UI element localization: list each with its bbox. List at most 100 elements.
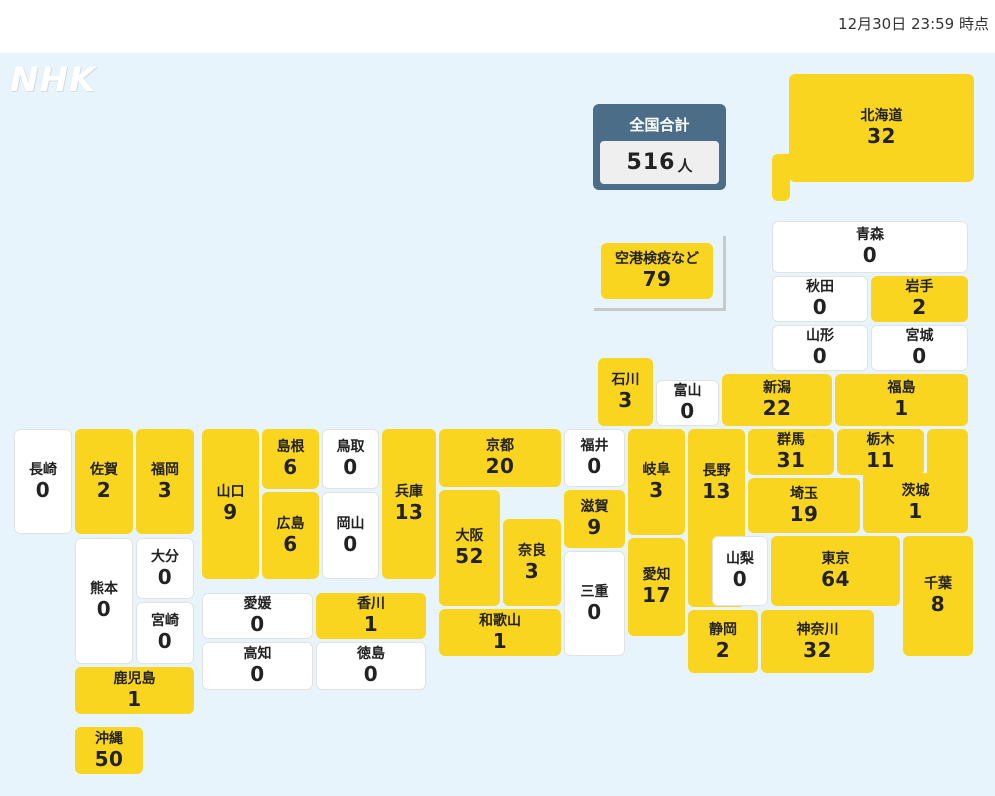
pref-count: 0: [250, 662, 265, 686]
pref-name: 愛媛: [243, 596, 272, 612]
pref-tile-iwate[interactable]: 岩手 2: [871, 276, 968, 322]
nhk-logo: NHK: [10, 60, 97, 100]
pref-tile-yamanashi[interactable]: 山梨 0: [712, 536, 768, 606]
pref-count: 31: [776, 448, 806, 472]
pref-tile-shiga[interactable]: 滋賀 9: [564, 490, 625, 548]
national-total-box: 全国合計 516 人: [593, 104, 726, 190]
pref-name: 滋賀: [580, 499, 609, 515]
pref-tile-gunma[interactable]: 群馬 31: [748, 429, 834, 475]
pref-tile-shimane[interactable]: 島根 6: [262, 429, 319, 489]
pref-count: 0: [680, 399, 695, 423]
header-bar: 12月30日 23:59 時点: [0, 0, 995, 53]
pref-count: 1: [363, 612, 379, 636]
pref-count: 3: [618, 388, 633, 412]
pref-tile-niigata[interactable]: 新潟 22: [722, 374, 832, 426]
pref-tile-miyazaki[interactable]: 宮崎 0: [136, 602, 194, 664]
pref-tile-hiroshima[interactable]: 広島 6: [262, 492, 319, 579]
pref-tile-okinawa[interactable]: 沖縄 50: [75, 727, 143, 774]
pref-tile-gifu[interactable]: 岐阜 3: [628, 429, 685, 535]
pref-tile-ishikawa[interactable]: 石川 3: [598, 358, 653, 426]
pref-tile-ibaraki-top[interactable]: [927, 429, 968, 475]
pref-tile-kagoshima[interactable]: 鹿児島 1: [75, 667, 194, 714]
pref-tile-nagasaki[interactable]: 長崎 0: [14, 429, 72, 534]
pref-count: 17: [642, 583, 671, 607]
pref-tile-tokushima[interactable]: 徳島 0: [316, 642, 426, 690]
pref-tile-kyoto[interactable]: 京都 20: [439, 429, 561, 487]
pref-tile-tochigi[interactable]: 栃木 11: [837, 429, 924, 475]
pref-count: 13: [394, 500, 424, 524]
national-total-label: 全国合計: [629, 116, 690, 134]
pref-count: 9: [223, 500, 238, 524]
pref-tile-fukui[interactable]: 福井 0: [564, 429, 625, 487]
pref-tile-osaka[interactable]: 大阪 52: [439, 490, 500, 606]
pref-count: 9: [587, 515, 602, 539]
pref-count: 0: [343, 455, 358, 479]
pref-tile-yamagata[interactable]: 山形 0: [772, 325, 868, 371]
pref-tile-fukushima[interactable]: 福島 1: [835, 374, 968, 426]
pref-count: 6: [283, 531, 298, 556]
pref-tile-nara[interactable]: 奈良 3: [503, 519, 561, 606]
pref-tile-miyagi[interactable]: 宮城 0: [871, 325, 968, 371]
pref-tile-tottori[interactable]: 鳥取 0: [322, 429, 379, 489]
pref-count: 0: [96, 597, 112, 621]
pref-count: 0: [157, 629, 173, 653]
pref-count: 0: [912, 344, 927, 368]
pref-name: 愛知: [642, 567, 671, 583]
pref-name: 静岡: [709, 621, 737, 638]
pref-tile-kumamoto[interactable]: 熊本 0: [75, 538, 133, 664]
pref-count: 3: [649, 478, 664, 502]
pref-tile-yamaguchi[interactable]: 山口 9: [202, 429, 259, 579]
pref-name: 青森: [856, 227, 884, 243]
pref-tile-oita[interactable]: 大分 0: [136, 538, 194, 599]
pref-tile-saitama[interactable]: 埼玉 19: [748, 478, 860, 533]
pref-name: 新潟: [763, 380, 791, 396]
pref-count: 3: [157, 477, 173, 502]
airport-divider-horizontal: [594, 308, 726, 311]
pref-tile-akita[interactable]: 秋田 0: [772, 276, 868, 322]
pref-name: 茨城: [901, 483, 930, 499]
pref-name: 秋田: [806, 279, 834, 295]
pref-tile-tokyo[interactable]: 東京 64: [771, 536, 900, 606]
pref-count: 0: [862, 243, 878, 267]
pref-name: 埼玉: [790, 485, 818, 502]
pref-count: 0: [157, 564, 173, 589]
pref-tile-fukuoka[interactable]: 福岡 3: [136, 429, 194, 534]
pref-tile-hokkaido[interactable]: 北海道 32: [789, 74, 974, 182]
pref-tile-aichi[interactable]: 愛知 17: [628, 538, 685, 636]
pref-tile-chiba[interactable]: 千葉 8: [903, 536, 973, 656]
pref-name: 福岡: [151, 461, 179, 478]
pref-name: 宮崎: [151, 613, 179, 629]
pref-count: 2: [715, 637, 731, 662]
pref-tile-kagawa[interactable]: 香川 1: [316, 593, 426, 639]
pref-tile-aomori[interactable]: 青森 0: [772, 221, 968, 273]
pref-tile-kochi[interactable]: 高知 0: [202, 642, 313, 690]
pref-count: 32: [803, 637, 832, 662]
pref-name: 福井: [580, 438, 609, 454]
pref-count: 0: [343, 531, 358, 556]
pref-name: 鳥取: [336, 439, 365, 455]
pref-count: 0: [812, 295, 828, 319]
pref-tile-kanagawa[interactable]: 神奈川 32: [761, 610, 874, 673]
pref-tile-mie[interactable]: 三重 0: [564, 551, 625, 656]
pref-name: 熊本: [90, 581, 118, 597]
pref-name: 山梨: [726, 551, 754, 567]
pref-tile-shizuoka[interactable]: 静岡 2: [688, 610, 758, 673]
pref-tile-toyama[interactable]: 富山 0: [656, 380, 719, 426]
pref-tile-hyogo[interactable]: 兵庫 13: [382, 429, 436, 579]
pref-name: 和歌山: [479, 612, 521, 629]
pref-name: 宮城: [905, 328, 934, 344]
pref-count: 0: [35, 477, 51, 502]
pref-tile-airport[interactable]: 空港検疫など 79: [601, 243, 713, 299]
pref-name: 山口: [216, 484, 245, 500]
pref-name: 岡山: [336, 515, 365, 532]
pref-count: 79: [642, 267, 672, 291]
pref-tile-ehime[interactable]: 愛媛 0: [202, 593, 313, 639]
pref-name: 北海道: [860, 108, 903, 124]
pref-count: 0: [812, 344, 828, 368]
pref-tile-saga[interactable]: 佐賀 2: [75, 429, 133, 534]
pref-tile-wakayama[interactable]: 和歌山 1: [439, 609, 561, 656]
pref-tile-ibaraki[interactable]: 茨城 1: [863, 473, 968, 533]
pref-count: 1: [894, 396, 909, 420]
pref-tile-okayama[interactable]: 岡山 0: [322, 492, 379, 579]
national-total-value: 516 人: [600, 141, 719, 184]
